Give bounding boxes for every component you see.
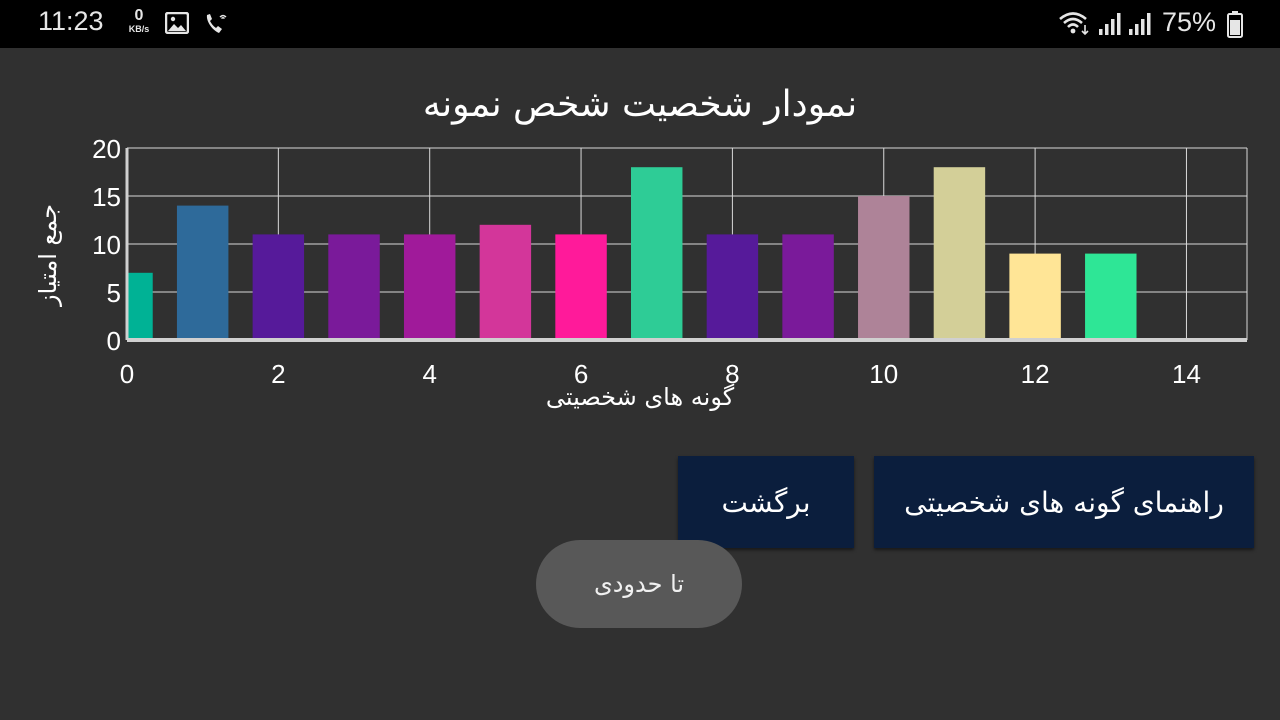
bar	[479, 224, 532, 340]
x-tick-label: 2	[271, 359, 285, 389]
chart-title: نمودار شخصیت شخص نمونه	[422, 84, 858, 125]
y-tick-label: 15	[92, 182, 121, 212]
y-tick-label: 0	[107, 326, 121, 356]
network-speed-value: 0	[134, 7, 144, 24]
bar	[403, 234, 456, 340]
personality-types-guide-button[interactable]: راهنمای گونه های شخصیتی	[874, 456, 1254, 548]
y-tick-label: 5	[107, 278, 121, 308]
y-tick-label: 10	[92, 230, 121, 260]
y-axis-title: جمع امتیاز	[34, 203, 62, 307]
bar	[631, 167, 683, 340]
x-tick-label: 6	[574, 359, 588, 389]
x-tick-label: 14	[1172, 359, 1201, 389]
status-bar: 11:23 0 KB/s 75%	[0, 0, 1280, 48]
wifi-icon	[1059, 12, 1089, 36]
x-tick-label: 10	[869, 359, 898, 389]
bar	[176, 205, 229, 340]
bar	[706, 234, 759, 340]
signal-icon	[1129, 13, 1151, 35]
toast-message: تا حدودی	[536, 540, 742, 628]
battery-percent: 75%	[1162, 7, 1217, 37]
bar	[782, 234, 834, 340]
bar	[1009, 253, 1061, 340]
status-time: 11:23	[38, 6, 104, 36]
bar	[127, 272, 153, 340]
battery-icon	[1227, 11, 1243, 38]
network-speed: 0 KB/s	[124, 8, 154, 34]
bar	[933, 167, 986, 340]
x-tick-label: 12	[1021, 359, 1050, 389]
network-speed-unit: KB/s	[128, 24, 150, 34]
bar	[858, 196, 910, 340]
back-button[interactable]: برگشت	[678, 456, 854, 548]
x-tick-label: 0	[120, 359, 134, 389]
wifi-call-icon	[206, 14, 227, 33]
gallery-icon	[165, 12, 189, 34]
bar	[252, 234, 305, 340]
x-tick-label: 4	[422, 359, 436, 389]
y-tick-label: 20	[92, 134, 121, 164]
bar	[1085, 253, 1137, 340]
signal-icon	[1099, 13, 1121, 35]
x-axis-title: گونه های شخصیتی	[545, 383, 735, 411]
bar	[555, 234, 607, 340]
x-tick-label: 8	[725, 359, 739, 389]
bar	[328, 234, 380, 340]
